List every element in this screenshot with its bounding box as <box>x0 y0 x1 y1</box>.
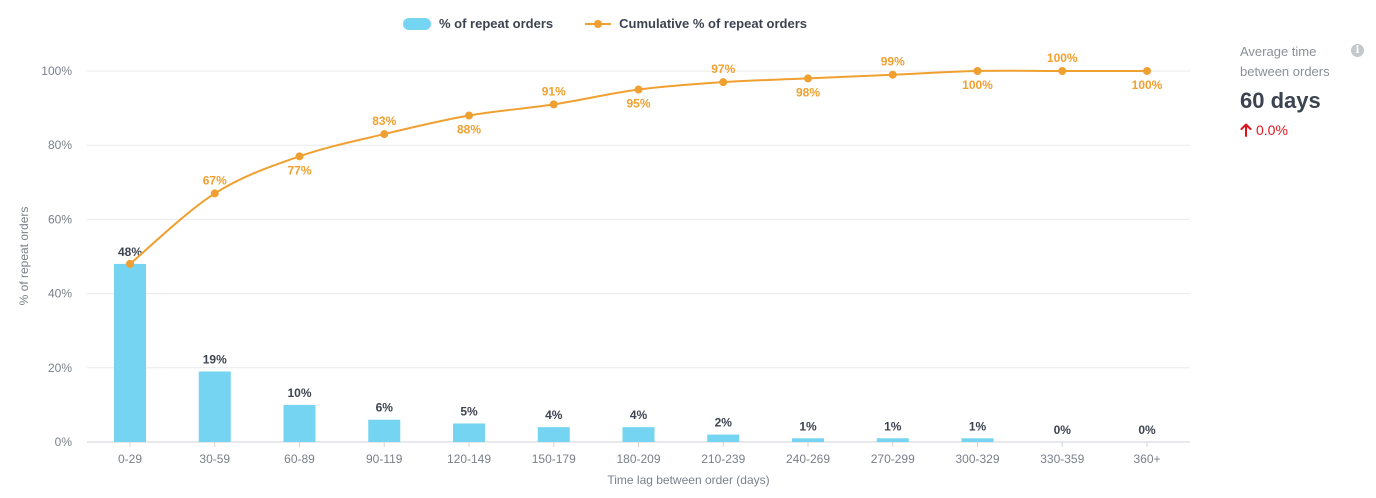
legend-label-cumulative: Cumulative % of repeat orders <box>619 16 807 31</box>
legend-item-cumulative[interactable]: Cumulative % of repeat orders <box>585 16 807 31</box>
cumulative-value-label: 98% <box>796 85 820 99</box>
kpi-change-value: 0.0% <box>1256 122 1288 138</box>
y-tick-label: 40% <box>48 287 72 301</box>
chart-area: % of repeat orders Cumulative % of repea… <box>0 16 1210 487</box>
x-tick-label: 180-209 <box>616 452 660 466</box>
x-tick-label: 330-359 <box>1040 452 1084 466</box>
bar-value-label: 4% <box>630 408 648 422</box>
cumulative-value-label: 83% <box>372 114 396 128</box>
y-axis-title: % of repeat orders <box>17 207 31 306</box>
y-tick-label: 60% <box>48 212 72 226</box>
y-tick-label: 80% <box>48 138 72 152</box>
x-tick-label: 210-239 <box>701 452 745 466</box>
cumulative-point[interactable] <box>210 189 219 198</box>
legend-label-repeat-orders: % of repeat orders <box>439 16 554 31</box>
info-icon[interactable]: i <box>1351 44 1364 57</box>
cumulative-value-label: 77% <box>287 163 311 177</box>
bar-value-label: 0% <box>1138 423 1156 437</box>
bar[interactable] <box>114 263 146 442</box>
bar[interactable] <box>792 438 824 442</box>
cumulative-value-label: 67% <box>203 173 227 187</box>
bar[interactable] <box>198 371 231 442</box>
x-tick-label: 360+ <box>1133 452 1160 466</box>
chart-svg: 0% 20% 40% 60% 80% 100% 0-29 30-59 60-89 90-119 12… <box>17 51 1190 487</box>
cumulative-value-label: 97% <box>711 62 735 76</box>
bar[interactable] <box>453 423 485 442</box>
x-tick-label: 270-299 <box>871 452 915 466</box>
cumulative-value-label: 100% <box>962 78 993 92</box>
legend-swatch-line <box>585 18 612 30</box>
cumulative-value-label: 88% <box>457 123 481 137</box>
bar[interactable] <box>537 427 570 442</box>
bar[interactable] <box>283 404 316 442</box>
bar[interactable] <box>876 438 909 442</box>
cumulative-point[interactable] <box>380 130 389 139</box>
cumulative-point[interactable] <box>126 259 134 268</box>
bar-value-label: 48% <box>118 245 142 259</box>
x-axis-title: Time lag between order (days) <box>607 473 769 487</box>
x-tick-label: 90-119 <box>366 452 403 466</box>
y-tick-label: 20% <box>48 361 72 375</box>
x-tick-label: 60-89 <box>284 452 315 466</box>
cumulative-point[interactable] <box>634 85 643 94</box>
cumulative-point[interactable] <box>1058 67 1067 75</box>
kpi-change: 0.0% <box>1240 122 1370 138</box>
bar-value-label: 1% <box>969 419 987 433</box>
x-tick-label: 120-149 <box>447 452 491 466</box>
x-tick-label: 300-329 <box>955 452 999 466</box>
bar-value-label: 1% <box>884 419 902 433</box>
bar-value-label: 19% <box>203 353 227 367</box>
bar-value-label: 6% <box>376 401 394 415</box>
cumulative-value-label: 91% <box>542 84 566 98</box>
kpi-label: Average time between orders <box>1240 44 1330 79</box>
cumulative-point[interactable] <box>888 70 897 79</box>
bar[interactable] <box>961 438 994 442</box>
bar-value-label: 0% <box>1054 423 1072 437</box>
x-tick-label: 240-269 <box>786 452 830 466</box>
cumulative-point[interactable] <box>973 67 982 75</box>
bar-value-label: 5% <box>460 404 478 418</box>
cumulative-point[interactable] <box>549 100 558 109</box>
x-tick-label: 30-59 <box>199 452 230 466</box>
bar[interactable] <box>707 434 740 442</box>
cumulative-point[interactable] <box>295 152 304 161</box>
kpi-panel: Average time between orders i 60 days 0.… <box>1240 42 1370 138</box>
y-tick-label: 100% <box>41 64 72 78</box>
cumulative-value-label: 99% <box>881 55 905 69</box>
cumulative-point[interactable] <box>719 78 728 87</box>
bar-value-label: 10% <box>287 386 311 400</box>
cumulative-point[interactable] <box>1143 67 1151 75</box>
cumulative-value-label: 100% <box>1132 78 1163 92</box>
cumulative-point[interactable] <box>465 111 473 120</box>
chart-legend: % of repeat orders Cumulative % of repea… <box>0 16 1210 31</box>
cumulative-value-label: 100% <box>1047 51 1078 65</box>
kpi-value: 60 days <box>1240 88 1321 113</box>
legend-swatch-bar <box>403 17 431 30</box>
y-tick-label: 0% <box>55 435 73 449</box>
bar[interactable] <box>622 427 655 442</box>
bar-value-label: 4% <box>545 408 563 422</box>
bar[interactable] <box>368 419 401 442</box>
x-tick-label: 0-29 <box>118 452 142 466</box>
bar-value-label: 2% <box>715 416 733 430</box>
cumulative-value-label: 95% <box>626 97 650 111</box>
arrow-up-icon <box>1240 123 1252 137</box>
cumulative-point[interactable] <box>804 74 812 83</box>
bar-value-label: 1% <box>799 419 817 433</box>
legend-item-repeat-orders[interactable]: % of repeat orders <box>403 16 553 31</box>
x-tick-label: 150-179 <box>532 452 576 466</box>
